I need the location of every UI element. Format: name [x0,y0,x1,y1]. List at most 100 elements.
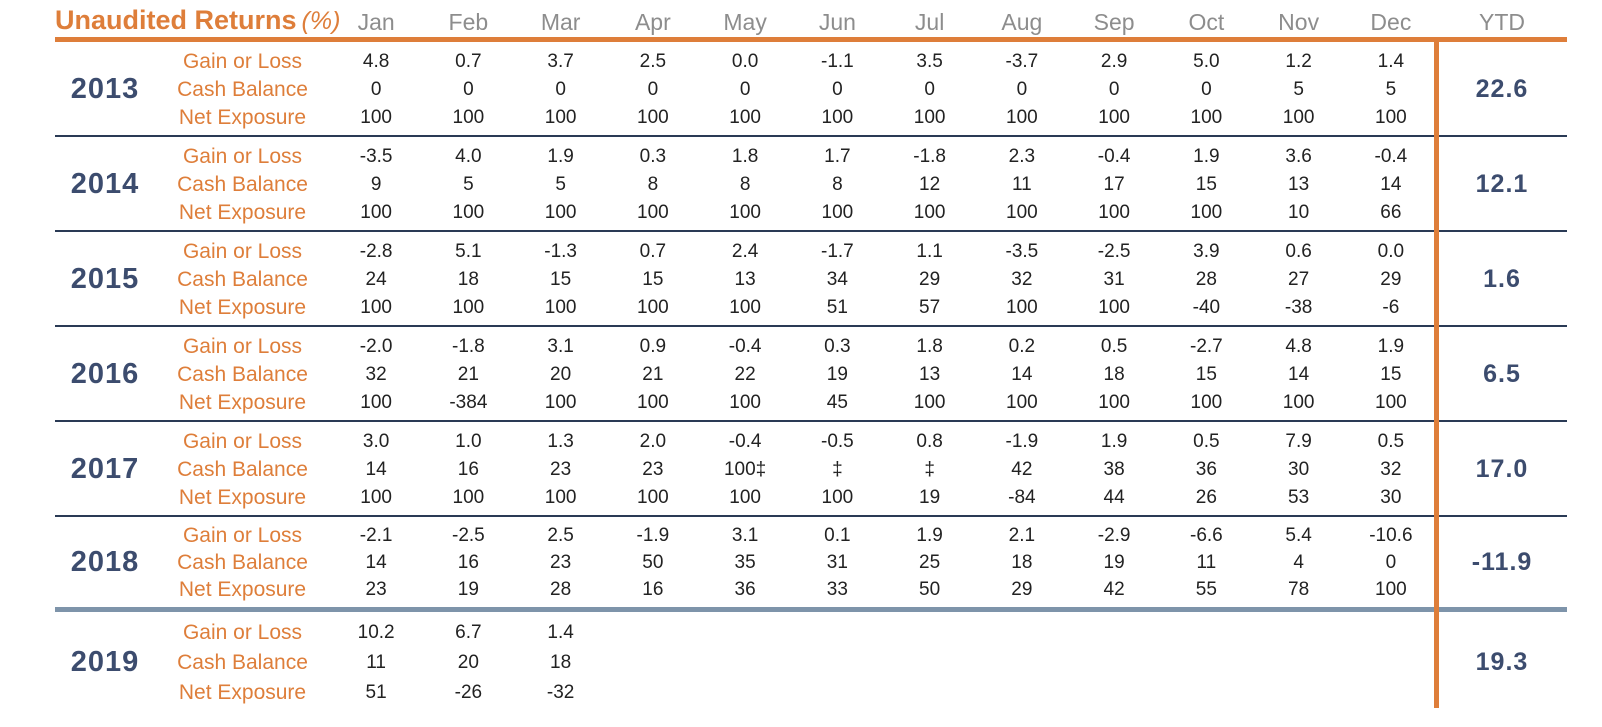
gain-cell: 0.7 [455,50,482,72]
row-label-net: Net Exposure [178,200,307,224]
cash-cell: 14 [365,552,387,573]
gain-cell: 2.3 [1008,145,1036,167]
cash-cell: 25 [919,552,941,573]
ytd-value: 19.3 [1475,648,1529,676]
net-cell: 100 [360,296,392,318]
net-cell: 66 [1380,201,1402,223]
cash-cell: 19 [1103,552,1125,573]
net-cell: 28 [550,579,572,600]
row-label-net: Net Exposure [178,105,307,129]
net-cell: 100 [913,391,946,413]
cash-cell: 18 [1103,363,1125,385]
net-cell: 19 [457,579,479,600]
net-cell: 100 [729,391,761,413]
row-label-gain: Gain or Loss [182,620,303,644]
net-cell: 100 [821,486,854,508]
row-label-cash: Cash Balance [177,362,308,386]
cash-cell: 34 [826,268,848,290]
returns-table: Unaudited Returns (%) Jan Feb Mar Apr May Jun J… [55,0,1567,716]
ytd-value: 6.5 [1483,359,1521,388]
cash-cell: 38 [1103,458,1125,480]
cash-cell: 12 [919,173,941,195]
month-header: Jun [818,9,856,35]
net-cell: 100 [544,391,577,413]
cash-cell: 11 [1196,552,1217,573]
gain-cell: 1.4 [1377,50,1405,72]
gain-cell: 2.0 [639,430,667,452]
gain-cell: 3.6 [1285,145,1312,167]
cash-cell: 14 [1011,363,1033,385]
ytd-divider-line [1434,42,1439,708]
gain-cell: -1.9 [1005,430,1039,452]
gain-cell: 5.0 [1193,50,1220,72]
year-block-2013: 2013 Gain or Loss 4.8 0.7 3.7 2.5 0.0 -1.1 3.5 -3… [55,42,1567,137]
gain-cell: -0.4 [1097,145,1131,167]
gain-cell: 5.1 [455,240,482,262]
net-cell: 100 [1190,201,1223,223]
cash-cell: 8 [647,173,659,195]
gain-cell: -2.0 [359,335,393,357]
year-block-2016: 2016 Gain or Loss -2.0 -1.8 3.1 0.9 -0.4 0.3 1.8… [55,327,1567,422]
gain-cell: 5.4 [1285,525,1312,546]
net-cell: 100 [821,106,854,128]
gain-cell: -2.8 [359,240,393,262]
cash-cell: ‡ [924,458,935,480]
gain-cell: -2.5 [452,525,485,546]
net-cell: 100 [1375,579,1407,600]
month-header: Apr [634,9,671,35]
net-cell: 100 [544,201,577,223]
cash-cell: 32 [365,363,387,385]
net-cell: -40 [1192,296,1221,318]
month-header: Aug [1001,9,1043,35]
month-header: Mar [540,9,581,35]
gain-cell: -2.1 [359,525,393,546]
row-label-net: Net Exposure [178,295,307,319]
net-cell: 100 [1006,296,1038,318]
gain-cell: 1.1 [916,240,943,262]
cash-cell: 100‡ [723,458,767,480]
net-cell: 100 [360,391,392,413]
cash-cell: 15 [1195,363,1217,385]
net-cell: -32 [546,682,575,704]
gain-cell: 1.9 [547,145,574,167]
net-cell: -84 [1008,486,1036,508]
gain-cell: 4.8 [362,50,390,72]
title-percent-suffix: (%) [301,7,341,35]
net-cell: 100 [1006,391,1038,413]
net-cell: 100 [637,201,669,223]
net-cell: 100 [637,106,669,128]
row-label-net: Net Exposure [178,485,307,509]
ytd-header: YTD [1479,9,1525,35]
row-label-gain: Gain or Loss [182,144,303,168]
year-block-2015: 2015 Gain or Loss -2.8 5.1 -1.3 0.7 2.4 -1.7 1.1… [55,232,1567,327]
net-cell: -26 [454,682,483,704]
cash-cell: 5 [1385,78,1397,100]
cash-cell: 13 [734,268,756,290]
year-blocks-container: 2013 Gain or Loss 4.8 0.7 3.7 2.5 0.0 -1.1 3.5 -3… [55,42,1567,712]
cash-cell: 18 [550,651,572,673]
cash-cell: 42 [1011,458,1033,480]
gain-cell: -1.7 [821,240,854,262]
net-cell: 100 [1375,106,1407,128]
cash-cell: 4 [1293,552,1304,573]
year-label: 2015 [70,262,140,295]
net-cell: 100 [1282,391,1315,413]
gain-cell: 1.9 [1100,430,1128,452]
gain-cell: 3.1 [731,525,759,546]
cash-cell: 11 [366,651,386,673]
gain-cell: 0.7 [639,240,667,262]
year-label: 2018 [70,546,140,578]
gain-cell: -1.3 [544,240,577,262]
cash-cell: 5 [463,173,474,195]
cash-cell: 24 [365,268,387,290]
cash-cell: 0 [370,78,382,100]
row-label-net: Net Exposure [178,390,307,414]
year-label: 2017 [70,452,140,485]
net-cell: 100 [360,486,392,508]
ytd-value: -11.9 [1471,548,1533,576]
cash-cell: 15 [1380,363,1402,385]
cash-cell: 11 [1012,173,1032,195]
cash-cell: 23 [550,458,572,480]
year-label: 2016 [70,357,140,390]
gain-cell: 1.0 [455,430,482,452]
